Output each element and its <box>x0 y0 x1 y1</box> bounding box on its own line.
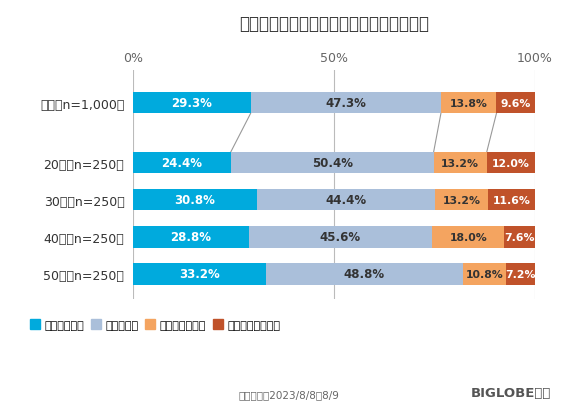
Text: 13.2%: 13.2% <box>443 195 481 205</box>
Text: 33.2%: 33.2% <box>179 268 220 281</box>
Text: 12.0%: 12.0% <box>492 158 530 168</box>
Text: 48.8%: 48.8% <box>344 268 385 281</box>
Bar <box>433 152 487 174</box>
Text: 7.2%: 7.2% <box>506 269 536 279</box>
Text: BIGLOBE調べ: BIGLOBE調べ <box>470 386 551 399</box>
Bar <box>257 190 435 211</box>
Bar <box>231 152 433 174</box>
Bar <box>266 264 463 285</box>
Bar <box>133 226 249 248</box>
Bar <box>133 264 266 285</box>
Bar <box>250 93 441 114</box>
Bar <box>506 264 535 285</box>
Bar <box>133 190 257 211</box>
Text: 18.0%: 18.0% <box>449 232 487 242</box>
Bar <box>496 93 535 114</box>
Bar <box>488 190 535 211</box>
Text: 47.3%: 47.3% <box>325 97 366 110</box>
Text: 13.8%: 13.8% <box>450 98 487 109</box>
Bar <box>133 93 250 114</box>
Text: 調査期間：2023/8/8〜8/9: 調査期間：2023/8/8〜8/9 <box>239 389 340 399</box>
Bar <box>487 152 535 174</box>
Text: 13.2%: 13.2% <box>441 158 479 168</box>
Text: 44.4%: 44.4% <box>325 194 366 207</box>
Text: 10.8%: 10.8% <box>466 269 503 279</box>
Bar <box>133 152 231 174</box>
Bar <box>249 226 432 248</box>
Text: 28.8%: 28.8% <box>170 231 211 244</box>
Bar <box>435 190 488 211</box>
Text: 45.6%: 45.6% <box>320 231 361 244</box>
Bar <box>441 93 496 114</box>
Text: 29.3%: 29.3% <box>171 97 212 110</box>
Text: 7.6%: 7.6% <box>504 232 535 242</box>
Text: 9.6%: 9.6% <box>500 98 531 109</box>
Text: 11.6%: 11.6% <box>493 195 531 205</box>
Bar <box>463 264 506 285</box>
Text: 24.4%: 24.4% <box>161 157 202 170</box>
Text: 30.8%: 30.8% <box>174 194 215 207</box>
Legend: とても感じる, やや感じる, あまり感じない, まったく感じない: とても感じる, やや感じる, あまり感じない, まったく感じない <box>26 315 285 335</box>
Bar <box>504 226 535 248</box>
Bar <box>432 226 504 248</box>
Text: 50.4%: 50.4% <box>312 157 353 170</box>
Title: 国内旅行の費用が高くなっていると感じる: 国内旅行の費用が高くなっていると感じる <box>239 15 429 33</box>
